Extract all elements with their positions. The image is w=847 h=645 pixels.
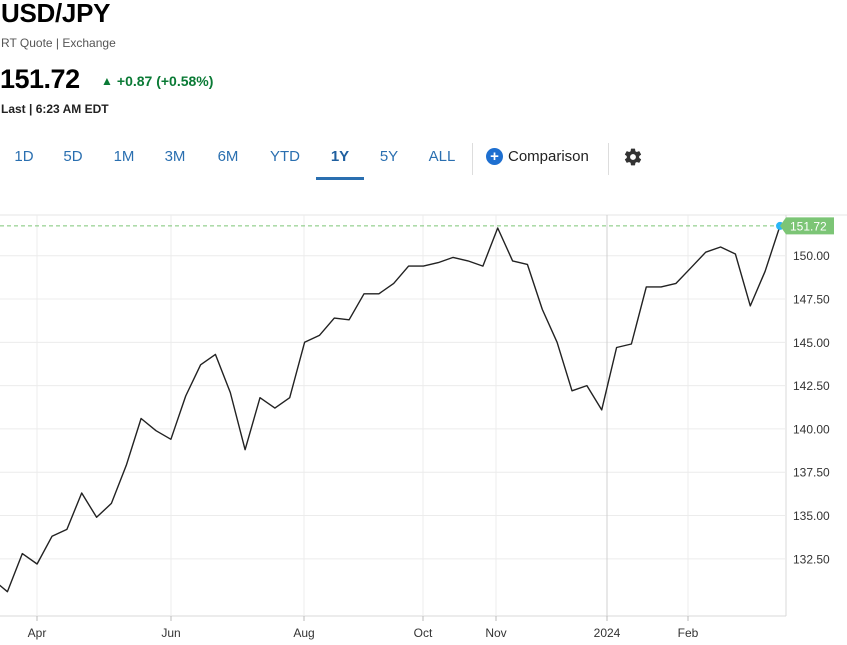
x-tick-label: Feb: [678, 626, 699, 640]
y-tick-label: 135.00: [793, 509, 830, 523]
last-price-badge-label: 151.72: [790, 219, 827, 233]
last-update-time: Last | 6:23 AM EDT: [1, 102, 109, 116]
comparison-label: Comparison: [508, 148, 589, 165]
gear-icon[interactable]: [623, 147, 643, 167]
x-axis: Apr Jun Aug Oct Nov 2024 Feb: [28, 616, 699, 640]
toolbar-divider: [472, 143, 473, 175]
range-3m-button[interactable]: 3M: [164, 148, 186, 165]
y-tick-label: 132.50: [793, 552, 830, 566]
price-chart[interactable]: 132.50 135.00 137.50 140.00 142.50 145.00 147.…: [0, 208, 847, 645]
price-change-value: +0.87 (+0.58%): [116, 73, 214, 89]
x-tick-label: Oct: [414, 626, 433, 640]
range-5y-button[interactable]: 5Y: [379, 148, 399, 165]
y-tick-label: 150.00: [793, 249, 830, 263]
range-1y-button[interactable]: 1Y: [330, 148, 350, 165]
y-tick-label: 142.50: [793, 379, 830, 393]
quote-type-label: RT Quote | Exchange: [1, 36, 116, 50]
x-tick-label: Jun: [161, 626, 180, 640]
y-axis: 132.50 135.00 137.50 140.00 142.50 145.00 147.…: [793, 249, 830, 566]
x-tick-label: Aug: [293, 626, 314, 640]
comparison-button[interactable]: + Comparison: [486, 148, 589, 165]
range-all-button[interactable]: ALL: [428, 148, 456, 165]
y-tick-label: 140.00: [793, 422, 830, 436]
symbol-title: USD/JPY: [1, 0, 111, 28]
x-tick-label: Nov: [485, 626, 506, 640]
last-price: 151.72: [0, 64, 80, 94]
chart-grid: [0, 214, 847, 617]
range-5d-button[interactable]: 5D: [63, 148, 83, 165]
price-series-line: [0, 225, 781, 593]
plus-circle-icon: +: [486, 148, 503, 165]
active-range-indicator: [316, 177, 364, 180]
price-change: ▲ +0.87 (+0.58%): [101, 73, 213, 89]
range-selector: 1D 5D 1M 3M 6M YTD 1Y 5Y ALL: [0, 140, 847, 180]
y-tick-label: 147.50: [793, 293, 830, 307]
up-triangle-icon: ▲: [101, 74, 113, 88]
last-price-badge-bg: [780, 217, 834, 235]
y-tick-label: 145.00: [793, 336, 830, 350]
range-6m-button[interactable]: 6M: [217, 148, 239, 165]
range-ytd-button[interactable]: YTD: [270, 148, 300, 165]
range-1d-button[interactable]: 1D: [14, 148, 34, 165]
x-tick-label: 2024: [594, 626, 621, 640]
last-price-badge: 151.72: [780, 217, 834, 235]
toolbar-divider: [608, 143, 609, 175]
x-tick-label: Apr: [28, 626, 47, 640]
range-1m-button[interactable]: 1M: [113, 148, 135, 165]
y-tick-label: 137.50: [793, 466, 830, 480]
